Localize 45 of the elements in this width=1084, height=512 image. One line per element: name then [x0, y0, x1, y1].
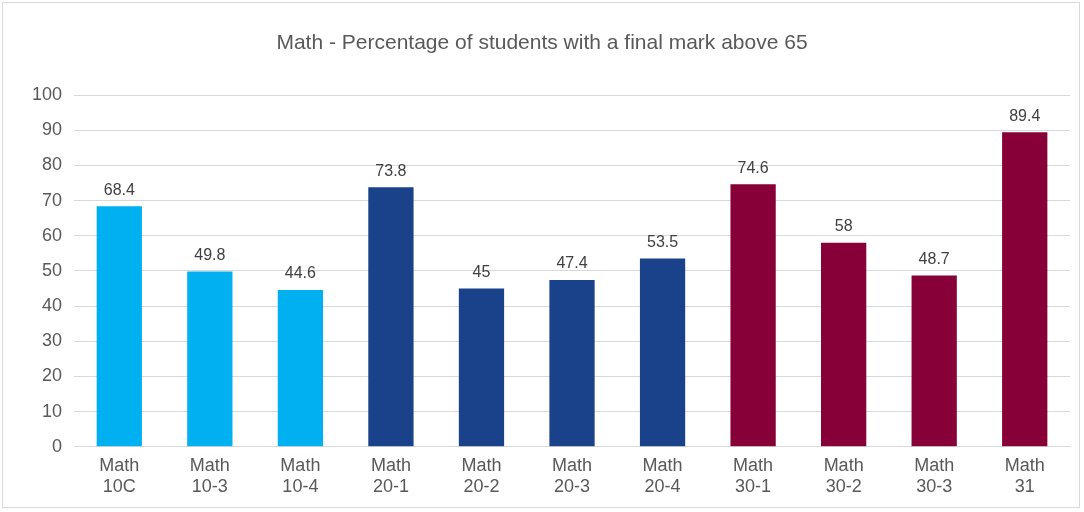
x-tick-label: Math 31: [1004, 454, 1045, 497]
x-tick-label: Math 30-1: [733, 454, 774, 497]
bar: [277, 289, 324, 447]
data-label: 89.4: [1009, 106, 1041, 124]
y-tick-label: 50: [42, 259, 63, 280]
data-label: 53.5: [646, 232, 679, 250]
y-tick-label: 10: [42, 400, 63, 421]
bar: [96, 206, 142, 447]
y-tick-label: 30: [42, 330, 63, 351]
y-tick-label: 40: [42, 295, 63, 316]
x-tick-label: Math 20-3: [552, 454, 593, 497]
data-label: 44.6: [284, 264, 317, 282]
data-label: 74.6: [737, 158, 769, 176]
x-tick-label: Math 30-3: [914, 454, 955, 497]
y-tick-label: 20: [42, 365, 63, 386]
y-tick-label: 60: [42, 224, 63, 245]
chart-title: Math - Percentage of students with a final mark above 65: [275, 30, 809, 54]
x-tick-label: Math 20-2: [461, 454, 502, 497]
x-tick-label: Math 10C: [99, 454, 140, 497]
x-tick-label: Math 20-4: [642, 454, 683, 497]
bar: [821, 242, 867, 447]
y-tick-label: 0: [52, 435, 63, 456]
x-tick-label: Math 30-2: [823, 454, 864, 497]
bar: [911, 275, 957, 447]
x-tick-label: Math 20-1: [370, 454, 411, 497]
data-label: 73.8: [375, 161, 407, 179]
data-label: 47.4: [556, 254, 588, 272]
data-label: 48.7: [918, 249, 950, 267]
y-tick-label: 90: [42, 119, 63, 140]
bar: [549, 280, 595, 447]
bar: [1002, 132, 1048, 447]
y-tick-label: 100: [31, 83, 63, 104]
bar: [639, 258, 686, 447]
bar: [187, 271, 233, 447]
y-tick-label: 70: [42, 189, 63, 210]
x-tick-label: Math 10-4: [280, 454, 321, 497]
data-label: 68.4: [103, 180, 135, 198]
data-label: 49.8: [194, 246, 226, 264]
data-label: 58: [834, 217, 853, 235]
bar: [730, 184, 776, 447]
x-tick-label: Math 10-3: [189, 454, 230, 497]
bar: [368, 187, 414, 447]
data-label: 45: [472, 262, 491, 280]
bar: [458, 288, 505, 447]
y-tick-label: 80: [42, 154, 63, 175]
